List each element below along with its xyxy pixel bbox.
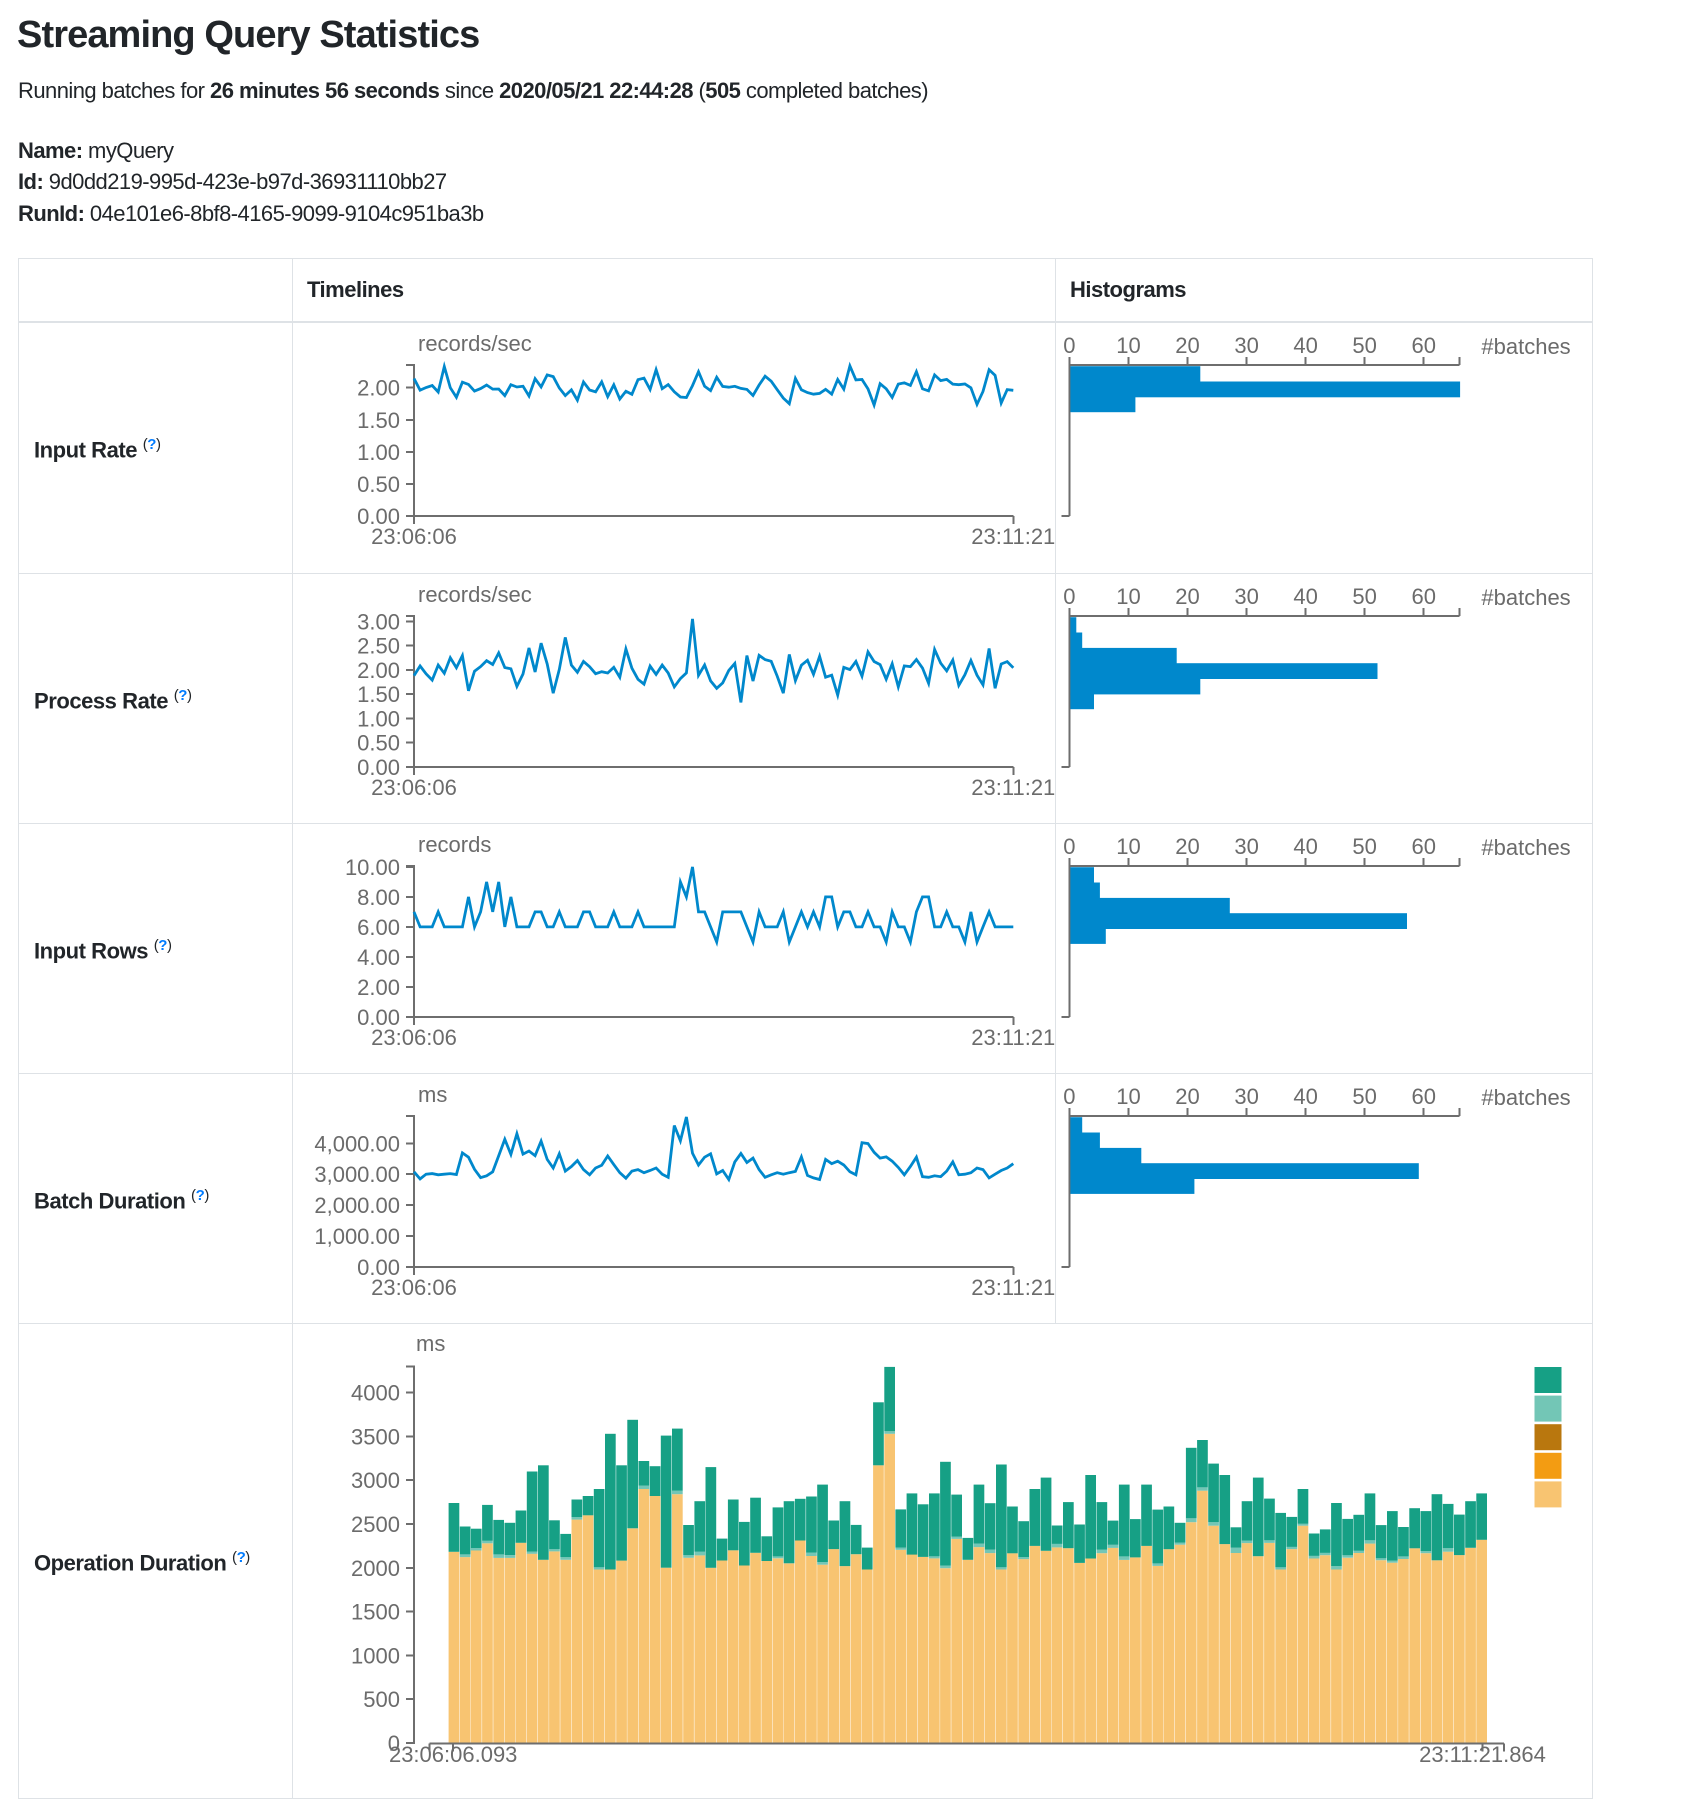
svg-text:1,000.00: 1,000.00 — [314, 1224, 400, 1249]
svg-text:60: 60 — [1411, 584, 1435, 609]
svg-text:1.50: 1.50 — [357, 682, 400, 707]
svg-text:60: 60 — [1411, 333, 1435, 358]
svg-text:23:06:06.093: 23:06:06.093 — [389, 1741, 517, 1766]
svg-text:23:11:21: 23:11:21 — [971, 1275, 1055, 1300]
svg-text:60: 60 — [1411, 834, 1435, 859]
svg-text:6.00: 6.00 — [357, 914, 400, 939]
svg-text:0: 0 — [388, 1730, 400, 1755]
svg-text:1500: 1500 — [351, 1599, 400, 1624]
svg-text:23:11:21: 23:11:21 — [971, 524, 1055, 549]
svg-text:4000: 4000 — [351, 1380, 400, 1405]
svg-text:0.00: 0.00 — [357, 1005, 400, 1030]
svg-text:2500: 2500 — [351, 1512, 400, 1537]
svg-text:2.50: 2.50 — [357, 633, 400, 658]
svg-text:4.00: 4.00 — [357, 945, 400, 970]
svg-text:2.00: 2.00 — [357, 657, 400, 682]
svg-text:23:06:06: 23:06:06 — [371, 524, 457, 549]
svg-text:20: 20 — [1175, 584, 1199, 609]
svg-text:10: 10 — [1116, 834, 1140, 859]
svg-text:records/sec: records/sec — [418, 582, 532, 607]
svg-text:1.00: 1.00 — [357, 439, 400, 464]
svg-text:3.00: 3.00 — [357, 609, 400, 634]
svg-text:50: 50 — [1352, 1084, 1376, 1109]
svg-text:#batches: #batches — [1481, 1085, 1570, 1110]
svg-text:4,000.00: 4,000.00 — [314, 1131, 400, 1156]
svg-text:#batches: #batches — [1481, 835, 1570, 860]
svg-text:1.00: 1.00 — [357, 706, 400, 731]
svg-text:30: 30 — [1234, 834, 1258, 859]
svg-text:2000: 2000 — [351, 1555, 400, 1580]
svg-text:30: 30 — [1234, 333, 1258, 358]
svg-text:23:06:06: 23:06:06 — [371, 775, 457, 800]
svg-text:30: 30 — [1234, 584, 1258, 609]
svg-text:50: 50 — [1352, 834, 1376, 859]
svg-text:0.50: 0.50 — [357, 471, 400, 496]
svg-text:3500: 3500 — [351, 1424, 400, 1449]
svg-text:23:11:21: 23:11:21 — [971, 1025, 1055, 1050]
svg-text:0: 0 — [1063, 333, 1075, 358]
svg-text:2.00: 2.00 — [357, 975, 400, 1000]
svg-text:0: 0 — [1063, 584, 1075, 609]
svg-text:20: 20 — [1175, 333, 1199, 358]
svg-text:records/sec: records/sec — [418, 331, 532, 356]
svg-text:0.00: 0.00 — [357, 504, 400, 529]
svg-text:60: 60 — [1411, 1084, 1435, 1109]
svg-text:50: 50 — [1352, 584, 1376, 609]
svg-text:#batches: #batches — [1481, 334, 1570, 359]
svg-text:40: 40 — [1293, 584, 1317, 609]
svg-text:500: 500 — [363, 1687, 400, 1712]
svg-text:0: 0 — [1063, 834, 1075, 859]
svg-text:23:11:21.864: 23:11:21.864 — [1419, 1741, 1546, 1766]
svg-text:#batches: #batches — [1481, 585, 1570, 610]
svg-text:0.50: 0.50 — [357, 730, 400, 755]
svg-text:23:06:06: 23:06:06 — [371, 1275, 457, 1300]
svg-text:20: 20 — [1175, 1084, 1199, 1109]
svg-text:40: 40 — [1293, 1084, 1317, 1109]
svg-text:3,000.00: 3,000.00 — [314, 1162, 400, 1187]
svg-text:ms: ms — [418, 1082, 447, 1107]
svg-text:40: 40 — [1293, 834, 1317, 859]
svg-text:2.00: 2.00 — [357, 375, 400, 400]
svg-text:1.50: 1.50 — [357, 407, 400, 432]
svg-text:0.00: 0.00 — [357, 1255, 400, 1280]
svg-text:10: 10 — [1116, 584, 1140, 609]
svg-text:1000: 1000 — [351, 1643, 400, 1668]
svg-text:50: 50 — [1352, 333, 1376, 358]
svg-text:10: 10 — [1116, 1084, 1140, 1109]
svg-text:0: 0 — [1063, 1084, 1075, 1109]
svg-text:ms: ms — [416, 1331, 445, 1356]
svg-text:0.00: 0.00 — [357, 755, 400, 780]
svg-text:3000: 3000 — [351, 1468, 400, 1493]
svg-text:8.00: 8.00 — [357, 884, 400, 909]
svg-text:23:06:06: 23:06:06 — [371, 1025, 457, 1050]
svg-text:20: 20 — [1175, 834, 1199, 859]
svg-text:23:11:21: 23:11:21 — [971, 775, 1055, 800]
svg-text:2,000.00: 2,000.00 — [314, 1193, 400, 1218]
svg-text:records: records — [418, 832, 491, 857]
svg-text:10: 10 — [1116, 333, 1140, 358]
svg-text:40: 40 — [1293, 333, 1317, 358]
svg-text:10.00: 10.00 — [345, 854, 400, 879]
svg-text:30: 30 — [1234, 1084, 1258, 1109]
